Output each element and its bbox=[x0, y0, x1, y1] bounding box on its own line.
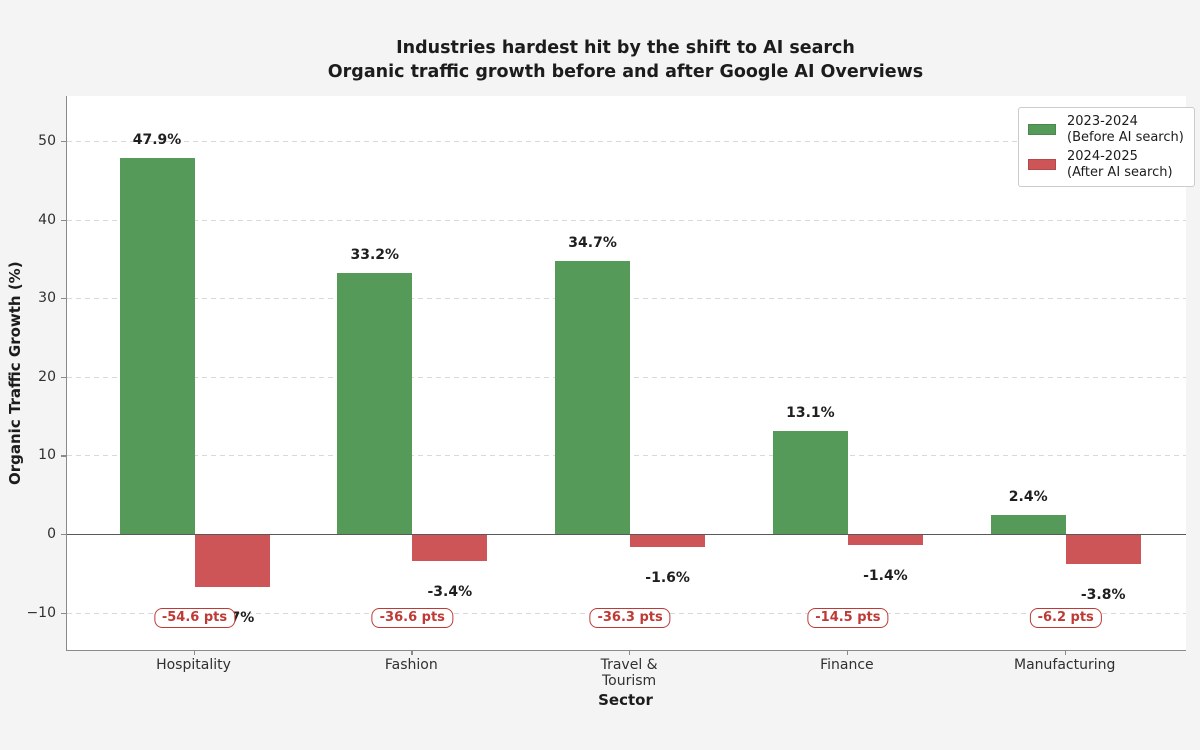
x-tick-label-line: Finance bbox=[820, 657, 874, 673]
y-tick-label: 20 bbox=[38, 368, 56, 385]
y-tick-label: 40 bbox=[38, 211, 56, 228]
legend-before-line1: 2023-2024 bbox=[1067, 114, 1138, 129]
y-tick-label: 30 bbox=[38, 290, 56, 307]
x-axis-label: Sector bbox=[598, 691, 653, 709]
bar-value-label-after: -1.6% bbox=[645, 569, 690, 586]
x-tick-label-line: Tourism bbox=[601, 672, 657, 689]
bar-value-label-after: -3.8% bbox=[1080, 586, 1126, 603]
bar-before-travel- bbox=[555, 261, 631, 534]
legend-swatch-before-icon bbox=[1028, 124, 1056, 135]
y-tick-mark bbox=[61, 219, 66, 221]
gridline-40 bbox=[67, 219, 1186, 221]
legend-entry-after: 2024-2025 (After AI search) bbox=[1028, 149, 1184, 180]
chart-title-line2: Organic traffic growth before and after … bbox=[327, 62, 924, 82]
delta-badge: -6.2 pts bbox=[1029, 608, 1102, 628]
bar-value-label-after: -1.4% bbox=[863, 568, 908, 584]
y-tick-mark bbox=[61, 455, 66, 457]
y-tick-label: −10 bbox=[26, 604, 56, 621]
y-tick-mark bbox=[61, 534, 66, 536]
x-tick-label-line: Fashion bbox=[384, 657, 438, 673]
bar-value-label-before: 34.7% bbox=[568, 235, 617, 252]
bar-value-label-before: 2.4% bbox=[1008, 489, 1048, 506]
x-tick-label: Manufacturing bbox=[985, 657, 1145, 674]
x-tick-mark bbox=[629, 650, 631, 655]
legend-label-before: 2023-2024 (Before AI search) bbox=[1067, 114, 1184, 145]
x-tick-label: Fashion bbox=[331, 657, 491, 674]
y-tick-mark bbox=[61, 141, 66, 143]
x-tick-label: Hospitality bbox=[114, 657, 274, 674]
bar-value-label-after: -3.4% bbox=[427, 583, 473, 600]
legend-after-line1: 2024-2025 bbox=[1067, 149, 1138, 164]
delta-badge: -36.3 pts bbox=[589, 608, 671, 628]
y-tick-label: 10 bbox=[38, 447, 56, 464]
x-tick-mark bbox=[1064, 650, 1066, 655]
bar-after-fashion bbox=[412, 534, 488, 561]
legend-label-after: 2024-2025 (After AI search) bbox=[1067, 149, 1173, 180]
gridline-50 bbox=[67, 141, 1186, 142]
y-tick-mark bbox=[61, 612, 66, 614]
x-tick-label-line: Manufacturing bbox=[1013, 657, 1116, 673]
x-tick-mark bbox=[193, 650, 195, 655]
y-tick-mark bbox=[61, 376, 66, 379]
zero-gridline bbox=[67, 534, 1186, 536]
bar-before-hospitality bbox=[119, 157, 195, 534]
bar-value-label-before: 47.9% bbox=[132, 131, 182, 148]
y-tick-label: 50 bbox=[38, 133, 56, 149]
bar-after-travel- bbox=[630, 534, 706, 547]
x-tick-label-line: Hospitality bbox=[156, 657, 231, 673]
bar-after-manufacturing bbox=[1065, 534, 1141, 564]
legend-after-line2: (After AI search) bbox=[1067, 164, 1173, 180]
bar-value-label-before: 33.2% bbox=[350, 247, 400, 264]
bar-after-finance bbox=[847, 534, 923, 545]
delta-badge: -14.5 pts bbox=[807, 608, 889, 628]
delta-badge: -36.6 pts bbox=[371, 608, 453, 628]
delta-badge: -54.6 pts bbox=[153, 608, 236, 628]
x-tick-label: Travel & Tourism bbox=[549, 657, 709, 689]
y-tick-mark bbox=[61, 298, 66, 300]
bar-before-fashion bbox=[337, 273, 413, 534]
chart-title-line1: Industries hardest hit by the shift to A… bbox=[396, 38, 855, 58]
legend-entry-before: 2023-2024 (Before AI search) bbox=[1028, 114, 1184, 145]
bar-value-label-before: 13.1% bbox=[786, 405, 835, 422]
x-tick-mark bbox=[411, 650, 413, 655]
x-tick-mark bbox=[846, 650, 849, 655]
x-tick-label-line: Travel & bbox=[600, 657, 658, 673]
y-tick-label: 0 bbox=[47, 526, 56, 542]
bar-before-manufacturing bbox=[990, 515, 1066, 534]
x-tick-label: Finance bbox=[767, 657, 927, 674]
chart-title: Industries hardest hit by the shift to A… bbox=[66, 36, 1185, 84]
legend: 2023-2024 (Before AI search) 2024-2025 (… bbox=[1018, 107, 1195, 187]
legend-before-line2: (Before AI search) bbox=[1067, 129, 1184, 145]
bar-after-hospitality bbox=[194, 534, 270, 587]
legend-swatch-after-icon bbox=[1028, 159, 1056, 170]
bar-before-finance bbox=[772, 431, 848, 534]
